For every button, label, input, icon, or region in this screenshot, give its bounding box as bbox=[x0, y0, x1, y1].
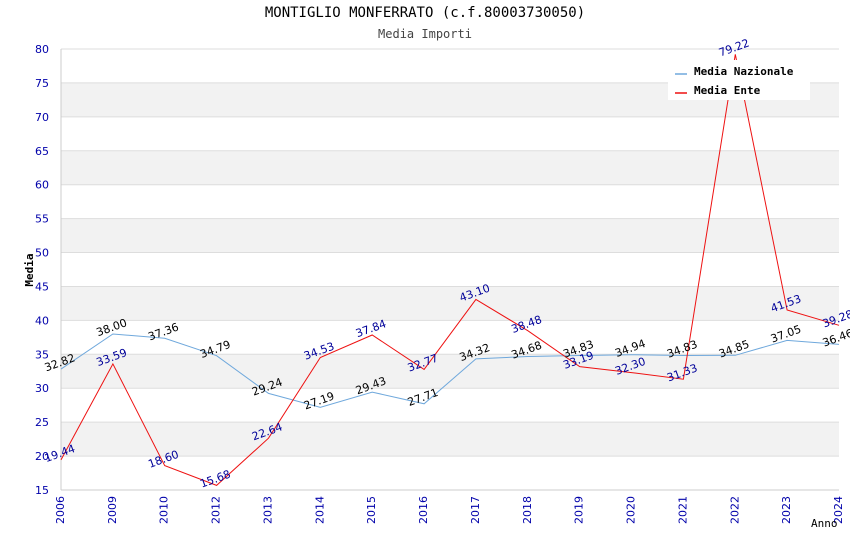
y-tick-label: 25 bbox=[35, 416, 49, 429]
x-tick-label: 2015 bbox=[365, 496, 378, 524]
x-tick-label: 2020 bbox=[625, 496, 638, 524]
y-tick-label: 70 bbox=[35, 111, 49, 124]
y-tick-label: 30 bbox=[35, 382, 49, 395]
data-label: 37.36 bbox=[147, 321, 181, 344]
x-tick-label: 2022 bbox=[728, 496, 741, 524]
y-tick-label: 65 bbox=[35, 145, 49, 158]
y-tick-label: 50 bbox=[35, 247, 49, 260]
x-tick-label: 2010 bbox=[158, 496, 171, 524]
x-tick-label: 2006 bbox=[54, 496, 67, 524]
y-tick-label: 55 bbox=[35, 213, 49, 226]
series-line-2 bbox=[60, 54, 840, 486]
data-label: 15.68 bbox=[198, 468, 232, 491]
chart-subtitle: Media Importi bbox=[378, 27, 472, 41]
x-tick-label: 2014 bbox=[313, 496, 326, 524]
legend-label: Media Nazionale bbox=[694, 65, 794, 78]
grid-band bbox=[61, 286, 839, 321]
x-tick-label: 2018 bbox=[521, 496, 534, 524]
y-tick-label: 20 bbox=[35, 450, 49, 463]
y-tick-label: 15 bbox=[35, 484, 49, 497]
y-tick-label: 60 bbox=[35, 179, 49, 192]
x-tick-label: 2017 bbox=[469, 496, 482, 524]
y-tick-label: 75 bbox=[35, 77, 49, 90]
data-label: 19.44 bbox=[43, 442, 77, 465]
x-tick-label: 2013 bbox=[261, 496, 274, 524]
y-tick-label: 40 bbox=[35, 314, 49, 327]
grid-band bbox=[61, 354, 839, 389]
data-label: 27.19 bbox=[302, 390, 336, 413]
y-axis-label: Media bbox=[23, 253, 36, 286]
grid-band bbox=[61, 218, 839, 253]
y-tick-label: 80 bbox=[35, 43, 49, 56]
y-tick-label: 35 bbox=[35, 348, 49, 361]
x-axis-label: Anno bbox=[811, 517, 838, 530]
data-label: 79.22 bbox=[717, 37, 751, 60]
x-tick-label: 2016 bbox=[417, 496, 430, 524]
data-label: 37.05 bbox=[769, 323, 803, 346]
x-tick-label: 2021 bbox=[676, 496, 689, 524]
x-tick-label: 2023 bbox=[780, 496, 793, 524]
x-tick-label: 2009 bbox=[106, 496, 119, 524]
grid-band bbox=[61, 150, 839, 185]
legend-box bbox=[668, 60, 810, 100]
grid-band bbox=[61, 422, 839, 457]
x-tick-label: 2024 bbox=[832, 496, 845, 524]
x-tick-label: 2012 bbox=[210, 496, 223, 524]
legend-label: Media Ente bbox=[694, 84, 761, 97]
chart-title: MONTIGLIO MONFERRATO (c.f.80003730050) bbox=[264, 5, 586, 21]
series-line-1 bbox=[60, 333, 840, 408]
x-tick-label: 2019 bbox=[573, 496, 586, 524]
y-tick-label: 45 bbox=[35, 280, 49, 293]
data-label: 27.71 bbox=[406, 386, 440, 409]
